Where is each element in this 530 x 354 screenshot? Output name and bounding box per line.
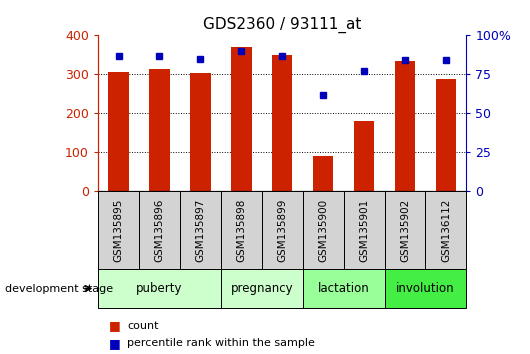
Text: ■: ■	[109, 337, 120, 350]
Text: GSM135896: GSM135896	[154, 198, 164, 262]
Bar	[385, 191, 426, 269]
Bar	[426, 191, 466, 269]
Bar	[180, 191, 221, 269]
Bar	[272, 55, 293, 191]
Text: GSM135898: GSM135898	[236, 198, 246, 262]
Bar	[98, 191, 139, 269]
Text: GSM135901: GSM135901	[359, 199, 369, 262]
Bar	[139, 191, 180, 269]
Text: GSM135902: GSM135902	[400, 199, 410, 262]
Bar	[313, 156, 333, 191]
Bar	[395, 61, 415, 191]
Bar	[385, 269, 466, 308]
Title: GDS2360 / 93111_at: GDS2360 / 93111_at	[203, 16, 361, 33]
Bar	[98, 269, 221, 308]
Bar	[303, 269, 385, 308]
Bar	[303, 191, 343, 269]
Bar	[231, 47, 252, 191]
Bar	[436, 79, 456, 191]
Text: percentile rank within the sample: percentile rank within the sample	[127, 338, 315, 348]
Text: development stage: development stage	[5, 284, 113, 293]
Text: GSM135897: GSM135897	[196, 198, 205, 262]
Bar	[190, 73, 210, 191]
Text: GSM136112: GSM136112	[441, 198, 451, 262]
Text: ■: ■	[109, 319, 120, 332]
Bar	[262, 191, 303, 269]
Bar	[343, 191, 385, 269]
Bar	[354, 121, 374, 191]
Text: lactation: lactation	[318, 282, 369, 295]
Text: count: count	[127, 321, 158, 331]
Text: puberty: puberty	[136, 282, 183, 295]
Bar	[108, 72, 129, 191]
Text: GSM135900: GSM135900	[318, 199, 328, 262]
Bar	[221, 269, 303, 308]
Text: GSM135895: GSM135895	[113, 198, 123, 262]
Text: pregnancy: pregnancy	[231, 282, 293, 295]
Bar	[221, 191, 262, 269]
Text: GSM135899: GSM135899	[277, 198, 287, 262]
Text: involution: involution	[396, 282, 455, 295]
Bar	[149, 69, 170, 191]
